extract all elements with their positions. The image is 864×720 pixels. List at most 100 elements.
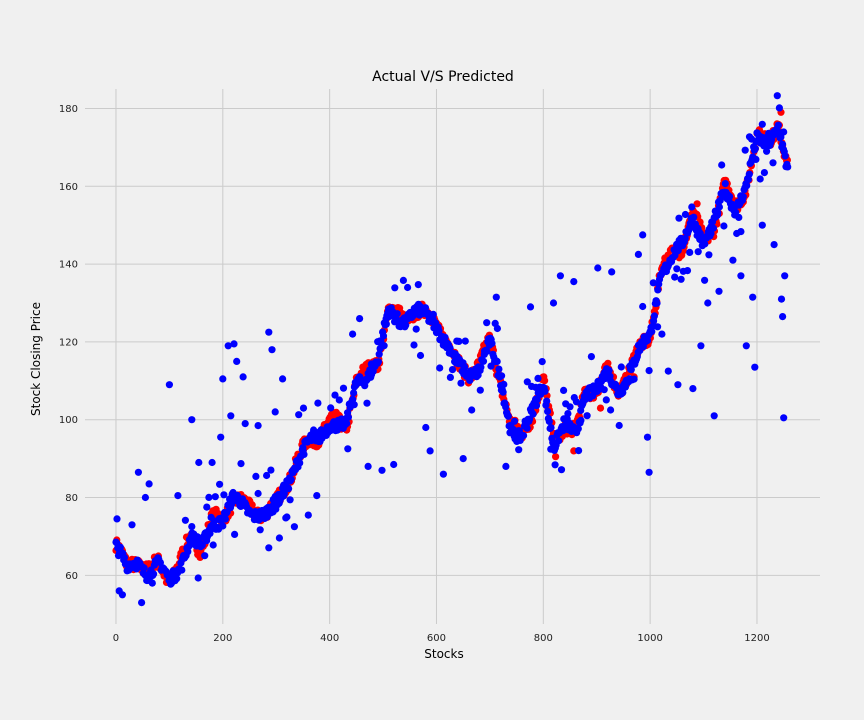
predicted-point <box>643 433 652 441</box>
predicted-point <box>241 420 249 428</box>
predicted-point <box>331 391 339 399</box>
predicted-point <box>208 458 216 467</box>
predicted-point <box>547 445 555 453</box>
actual-point <box>552 453 560 461</box>
predicted-point <box>784 163 792 171</box>
x-tick-label: 1000 <box>637 633 662 644</box>
predicted-point <box>344 413 352 421</box>
predicted-point <box>566 403 574 411</box>
predicted-point <box>688 203 696 211</box>
predicted-point <box>429 310 437 318</box>
predicted-point <box>296 459 304 467</box>
predicted-point <box>287 476 295 484</box>
predicted-point <box>201 552 209 560</box>
predicted-point <box>203 503 211 511</box>
predicted-point <box>570 278 578 286</box>
predicted-point <box>529 410 537 418</box>
predicted-point <box>113 515 121 523</box>
predicted-point <box>650 312 659 320</box>
predicted-point <box>455 337 463 345</box>
predicted-point <box>239 373 247 381</box>
predicted-point <box>600 386 608 394</box>
predicted-point <box>265 544 273 552</box>
predicted-point <box>404 283 412 292</box>
predicted-point <box>737 272 745 280</box>
predicted-point <box>349 330 357 338</box>
predicted-point <box>459 455 467 463</box>
predicted-point <box>402 321 410 329</box>
predicted-point <box>290 523 298 531</box>
predicted-point <box>532 383 540 391</box>
x-tick-label: 200 <box>213 633 232 644</box>
predicted-point <box>781 272 789 280</box>
predicted-point <box>707 230 715 238</box>
predicted-point <box>254 422 262 430</box>
predicted-point <box>207 513 215 522</box>
predicted-point <box>697 342 705 350</box>
predicted-point <box>399 276 407 284</box>
predicted-point <box>773 92 781 100</box>
predicted-point <box>686 248 694 256</box>
predicted-point <box>134 468 142 476</box>
x-tick-label: 800 <box>534 633 553 644</box>
predicted-point <box>476 386 484 394</box>
y-tick-label: 120 <box>59 337 78 348</box>
actual-point <box>541 377 549 385</box>
predicted-point <box>414 281 422 289</box>
predicted-point <box>480 347 489 355</box>
predicted-point <box>713 211 722 219</box>
predicted-point <box>626 362 634 370</box>
predicted-point <box>523 378 531 386</box>
predicted-point <box>412 325 420 333</box>
predicted-point <box>256 526 264 534</box>
predicted-point <box>648 327 656 336</box>
x-tick-label: 1200 <box>744 633 769 644</box>
predicted-point <box>265 328 273 336</box>
predicted-point <box>252 472 260 480</box>
predicted-point <box>327 404 335 412</box>
predicted-point <box>361 377 369 385</box>
predicted-point <box>205 493 213 501</box>
predicted-point <box>718 161 726 169</box>
predicted-point <box>271 493 279 501</box>
predicted-point <box>741 146 749 154</box>
predicted-point <box>673 265 681 273</box>
predicted-point <box>333 426 341 434</box>
y-tick-label: 100 <box>59 415 78 426</box>
predicted-point <box>729 256 737 264</box>
predicted-point <box>574 425 582 433</box>
predicted-point <box>120 553 129 562</box>
predicted-point <box>269 508 277 516</box>
predicted-point <box>594 264 602 272</box>
predicted-point <box>421 304 429 312</box>
predicted-point <box>619 383 628 391</box>
predicted-point <box>477 363 485 371</box>
predicted-point <box>145 480 153 488</box>
predicted-point <box>344 445 352 453</box>
predicted-series <box>112 92 792 607</box>
predicted-point <box>173 575 181 583</box>
predicted-point <box>557 466 566 474</box>
predicted-point <box>150 570 158 578</box>
predicted-point <box>495 365 503 373</box>
predicted-point <box>198 541 206 549</box>
predicted-point <box>694 248 702 256</box>
predicted-point <box>380 342 388 350</box>
predicted-point <box>416 351 425 360</box>
predicted-point <box>221 515 229 523</box>
predicted-point <box>737 228 745 236</box>
predicted-point <box>128 521 136 529</box>
predicted-point <box>271 408 279 416</box>
predicted-point <box>283 513 291 521</box>
predicted-point <box>572 398 581 406</box>
predicted-point <box>551 461 559 469</box>
predicted-point <box>492 293 500 301</box>
predicted-point <box>683 267 692 275</box>
predicted-point <box>709 224 718 232</box>
predicted-point <box>579 399 587 407</box>
predicted-point <box>653 299 661 307</box>
predicted-point <box>300 450 308 458</box>
predicted-point <box>217 433 225 441</box>
predicted-point <box>148 579 156 587</box>
